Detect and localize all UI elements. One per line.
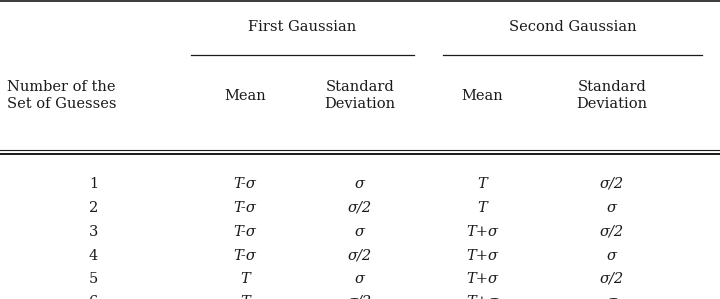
Text: 5: 5	[89, 272, 98, 286]
Text: σ/2: σ/2	[600, 177, 624, 191]
Text: T+σ: T+σ	[467, 225, 498, 239]
Text: σ/2: σ/2	[348, 201, 372, 215]
Text: T: T	[477, 201, 487, 215]
Text: 6: 6	[89, 295, 99, 299]
Text: T-σ: T-σ	[233, 249, 256, 263]
Text: Standard
Deviation: Standard Deviation	[577, 80, 647, 111]
Text: T: T	[477, 177, 487, 191]
Text: Mean: Mean	[462, 89, 503, 103]
Text: T+σ: T+σ	[467, 249, 498, 263]
Text: Number of the
Set of Guesses: Number of the Set of Guesses	[7, 80, 117, 111]
Text: T+σ: T+σ	[467, 295, 498, 299]
Text: First Gaussian: First Gaussian	[248, 20, 356, 34]
Text: σ: σ	[607, 295, 617, 299]
Text: 1: 1	[89, 177, 98, 191]
Text: T-σ: T-σ	[233, 177, 256, 191]
Text: Mean: Mean	[224, 89, 266, 103]
Text: σ: σ	[607, 249, 617, 263]
Text: T-σ: T-σ	[233, 225, 256, 239]
Text: σ: σ	[355, 177, 365, 191]
Text: σ: σ	[355, 272, 365, 286]
Text: T-σ: T-σ	[233, 201, 256, 215]
Text: T+σ: T+σ	[467, 272, 498, 286]
Text: σ/2: σ/2	[348, 295, 372, 299]
Text: σ/2: σ/2	[600, 225, 624, 239]
Text: σ: σ	[355, 225, 365, 239]
Text: σ/2: σ/2	[600, 272, 624, 286]
Text: σ: σ	[607, 201, 617, 215]
Text: 4: 4	[89, 249, 98, 263]
Text: 2: 2	[89, 201, 98, 215]
Text: T: T	[240, 272, 250, 286]
Text: Standard
Deviation: Standard Deviation	[325, 80, 395, 111]
Text: 3: 3	[89, 225, 99, 239]
Text: T: T	[240, 295, 250, 299]
Text: σ/2: σ/2	[348, 249, 372, 263]
Text: Second Gaussian: Second Gaussian	[508, 20, 636, 34]
